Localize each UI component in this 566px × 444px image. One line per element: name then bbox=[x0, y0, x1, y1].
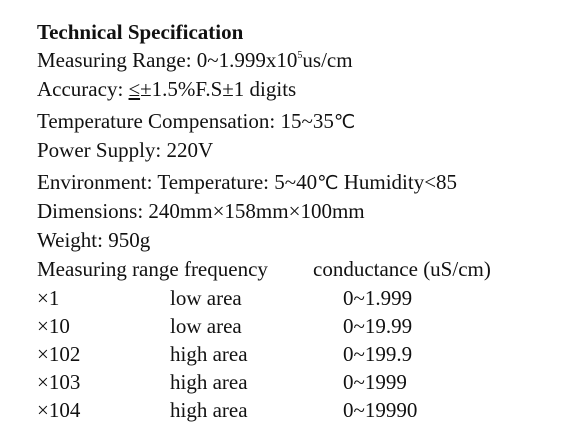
environment-label: Environment: bbox=[37, 170, 158, 194]
weight-value: 950g bbox=[108, 228, 151, 252]
table-row: ×10 low area 0~19.99 bbox=[37, 312, 557, 340]
temperature-compensation-label: Temperature Compensation: bbox=[37, 109, 281, 133]
area-cell: low area bbox=[170, 314, 242, 338]
conductance-cell: 0~19.99 bbox=[343, 314, 413, 338]
multiplier-cell: ×104 bbox=[37, 398, 81, 422]
power-supply-line: Power Supply: 220V bbox=[37, 136, 557, 165]
weight-label: Weight: bbox=[37, 228, 109, 252]
accuracy-line: Accuracy: ≤±1.5%F.S±1 digits bbox=[37, 75, 557, 104]
area-cell: high area bbox=[170, 370, 248, 394]
temperature-compensation-value: 15~35 bbox=[280, 109, 334, 133]
dimensions-value: 240mm×158mm×100mm bbox=[148, 199, 365, 223]
area-cell: high area bbox=[170, 342, 248, 366]
spec-document: Technical Specification Measuring Range:… bbox=[37, 18, 557, 424]
area-cell: high area bbox=[170, 398, 248, 422]
temperature-compensation-unit: ℃ bbox=[333, 111, 356, 133]
accuracy-label: Accuracy: bbox=[37, 77, 129, 101]
dimensions-line: Dimensions: 240mm×158mm×100mm bbox=[37, 197, 557, 226]
environment-unit: ℃ bbox=[317, 172, 339, 194]
table-row: ×103 high area 0~1999 bbox=[37, 368, 557, 396]
measuring-range-unit: us/cm bbox=[302, 48, 353, 72]
weight-line: Weight: 950g bbox=[37, 226, 557, 255]
measuring-range-exponent: 5 bbox=[297, 50, 303, 61]
range-table-header: Measuring range frequency conductance (u… bbox=[37, 255, 557, 284]
range-header-right: conductance (uS/cm) bbox=[313, 257, 491, 281]
environment-humidity: Humidity<85 bbox=[338, 170, 458, 194]
measuring-range-value: 0~1.999x10 bbox=[196, 48, 298, 72]
conductance-cell: 0~199.9 bbox=[343, 342, 413, 366]
accuracy-value: ±1.5%F.S±1 digits bbox=[140, 77, 297, 101]
multiplier-cell: ×10 bbox=[37, 314, 70, 338]
dimensions-label: Dimensions: bbox=[37, 199, 149, 223]
spec-title: Technical Specification bbox=[37, 20, 244, 44]
measuring-range-label: Measuring Range: bbox=[37, 48, 197, 72]
range-header-left: Measuring range frequency bbox=[37, 257, 268, 281]
conductance-cell: 0~1.999 bbox=[343, 286, 413, 310]
power-supply-label: Power Supply: bbox=[37, 138, 167, 162]
power-supply-value: 220V bbox=[166, 138, 214, 162]
area-cell: low area bbox=[170, 286, 242, 310]
accuracy-symbol: ≤ bbox=[128, 77, 141, 101]
conductance-cell: 0~19990 bbox=[343, 398, 418, 422]
table-row: ×1 low area 0~1.999 bbox=[37, 284, 557, 312]
measuring-range-line: Measuring Range: 0~1.999x105us/cm bbox=[37, 46, 557, 75]
table-row: ×102 high area 0~199.9 bbox=[37, 340, 557, 368]
multiplier-cell: ×102 bbox=[37, 342, 81, 366]
environment-temperature: Temperature: 5~40 bbox=[157, 170, 318, 194]
multiplier-cell: ×103 bbox=[37, 370, 81, 394]
temperature-compensation-line: Temperature Compensation: 15~35℃ bbox=[37, 107, 557, 136]
multiplier-cell: ×1 bbox=[37, 286, 60, 310]
environment-line: Environment: Temperature: 5~40℃ Humidity… bbox=[37, 168, 557, 197]
table-row: ×104 high area 0~19990 bbox=[37, 396, 557, 424]
conductance-cell: 0~1999 bbox=[343, 370, 407, 394]
